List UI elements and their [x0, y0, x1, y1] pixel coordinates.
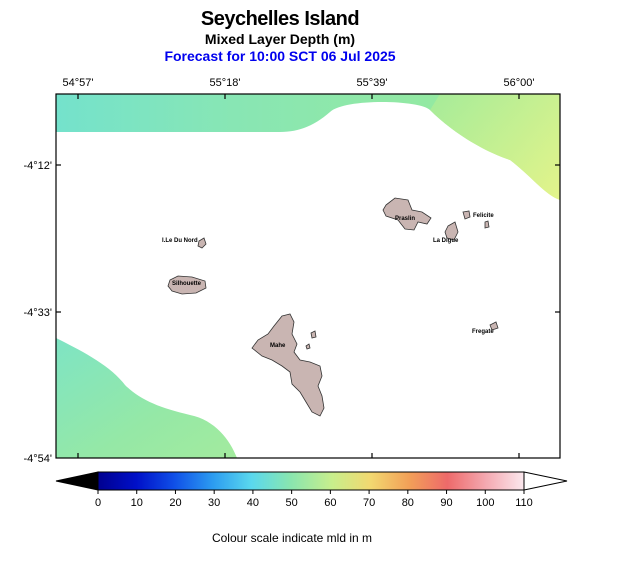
- lat-label: -4°33': [23, 307, 52, 319]
- colorbar-tick-label: 90: [440, 497, 452, 509]
- mld-field-top: [56, 94, 560, 200]
- mld-field-corner: [430, 94, 560, 200]
- lon-labels: 54°57' 55°18' 55°39' 56°00': [63, 77, 535, 89]
- colorbar-ramp: [97, 471, 525, 491]
- felicite-islet: [484, 220, 490, 229]
- label-praslin: Praslin: [395, 216, 415, 222]
- lat-label: -4°12': [23, 160, 52, 172]
- lat-label: -4°54': [23, 453, 52, 465]
- map-title: Seychelles Island: [200, 8, 360, 30]
- colorbar-ticks: [97, 490, 525, 494]
- colorbar-tick-label: 80: [402, 497, 414, 509]
- colorbar-tick-label: 100: [476, 497, 494, 509]
- label-silhouette: Silhouette: [172, 281, 202, 287]
- colorbar-tick-label: 50: [286, 497, 298, 509]
- colorbar-tick-label: 10: [131, 497, 143, 509]
- colorbar-tick-label: 110: [515, 497, 533, 509]
- lon-label: 55°39': [357, 77, 388, 89]
- lon-label: 54°57': [63, 77, 94, 89]
- colorbar-caption: Colour scale indicate mld in m: [211, 531, 373, 545]
- lon-label: 55°18': [210, 77, 241, 89]
- colorbar-tick-label: 70: [363, 497, 375, 509]
- forecast-time: Forecast for 10:00 SCT 06 Jul 2025: [164, 48, 396, 64]
- lat-labels: -4°12' -4°33' -4°54': [23, 160, 52, 465]
- mahe-island: [251, 313, 325, 417]
- colorbar-tick-label: 30: [208, 497, 220, 509]
- label-fregate: Fregate: [472, 329, 494, 335]
- axis-ticks: [56, 94, 560, 458]
- islands: [167, 197, 499, 417]
- colorbar-tick-label: 40: [247, 497, 259, 509]
- colorbar-tick-label: 0: [95, 497, 101, 509]
- la-digue-island: [444, 221, 459, 241]
- mld-field-bottom-left: [56, 338, 237, 458]
- colorbar: 0 10 20 30 40 50 60 70 80 90 100 110: [55, 471, 568, 509]
- label-felicite: Felicite: [473, 213, 494, 219]
- mahe-islet: [310, 330, 317, 339]
- lon-label: 56°00': [504, 77, 535, 89]
- label-la-digue: La Digue: [433, 238, 459, 244]
- silhouette-island: [167, 275, 207, 295]
- mld-field: [56, 94, 560, 458]
- map-frame: [55, 93, 561, 459]
- label-mahe: Mahe: [270, 343, 286, 349]
- ile-du-nord-island: [197, 237, 207, 249]
- felicite-island: [462, 210, 471, 220]
- map-subtitle: Mixed Layer Depth (m): [204, 31, 356, 47]
- label-ile-du-nord: I.Le Du Nord: [162, 238, 198, 244]
- colorbar-tick-labels: 0 10 20 30 40 50 60 70 80 90 100 110: [95, 497, 533, 509]
- island-labels: I.Le Du Nord Silhouette Praslin Felicite…: [162, 213, 494, 349]
- praslin-island: [382, 197, 432, 231]
- fregate-island: [489, 321, 499, 331]
- colorbar-tick-label: 20: [169, 497, 181, 509]
- mahe-islet-2: [305, 343, 311, 350]
- colorbar-tick-label: 60: [324, 497, 336, 509]
- colorbar-under-arrow: [55, 471, 99, 491]
- colorbar-over-arrow: [523, 471, 568, 491]
